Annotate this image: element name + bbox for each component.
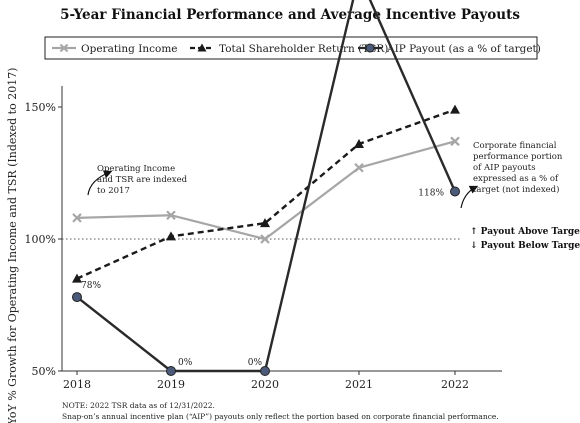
axes: 50% 100% 150% 2018 2019 2020 2021 2022 xyxy=(25,86,502,391)
x-tick-label: 2018 xyxy=(63,378,91,391)
aip-note-line-5: target (not indexed) xyxy=(473,184,559,195)
footnote-1: NOTE: 2022 TSR data as of 12/31/2022. xyxy=(62,401,215,410)
legend-item-1: Operating Income xyxy=(52,43,178,55)
indexed-arrow xyxy=(87,170,113,196)
aip-note-line-4: expressed as a % of xyxy=(473,174,559,184)
tsr-point xyxy=(166,231,176,241)
legend-box xyxy=(44,36,538,60)
operating-income-point xyxy=(72,213,82,223)
x-tick-label: 2020 xyxy=(251,378,279,391)
tsr-point xyxy=(72,273,82,283)
y-tick-label: 50% xyxy=(32,365,56,378)
aip-data-label: 78% xyxy=(81,281,101,291)
aip-point xyxy=(72,292,82,303)
legend-item-2: Total Shareholder Return (TSR) xyxy=(190,43,388,55)
aip-data-label: 0% xyxy=(248,358,263,368)
aip-note-line-2: performance portion xyxy=(473,152,563,162)
indexed-annotation: Operating Income and TSR are indexed to … xyxy=(87,164,188,196)
chart-title: 5-Year Financial Performance and Average… xyxy=(60,7,520,23)
payout-above-target: ↑ Payout Above Target xyxy=(470,227,580,237)
payout-below-target: ↓ Payout Below Target xyxy=(470,241,580,251)
operating-income-point xyxy=(166,210,176,221)
aip-data-label: 118% xyxy=(418,188,444,198)
operating-income-point xyxy=(450,136,460,147)
aip-note-line-3: of AIP payouts xyxy=(473,163,536,173)
operating-income-point xyxy=(354,162,364,173)
aip-annotation: Corporate financial performance portion … xyxy=(460,141,563,209)
series-layer xyxy=(72,0,460,376)
legend-label: Operating Income xyxy=(81,43,178,55)
y-tick-label: 150% xyxy=(25,101,56,114)
x-tick-label: 2019 xyxy=(157,378,185,391)
tsr-point xyxy=(260,218,270,228)
data-labels: 78%0%0%200%118% xyxy=(81,188,444,368)
tsr-point xyxy=(450,104,460,114)
aip-point xyxy=(260,366,270,376)
indexed-note-line-2: and TSR are indexed xyxy=(97,175,188,185)
series-line-2 xyxy=(76,108,456,280)
legend-label: AIP Payout (as a % of target) xyxy=(386,43,541,55)
legend-label: Total Shareholder Return (TSR) xyxy=(219,43,388,55)
aip-data-label: 0% xyxy=(178,358,193,368)
aip-arrow xyxy=(460,185,479,209)
aip-point xyxy=(450,186,460,197)
x-tick-label: 2022 xyxy=(441,378,469,391)
aip-note-line-1: Corporate financial xyxy=(473,141,557,151)
legend: Operating Income Total Shareholder Return… xyxy=(44,36,541,60)
indexed-note-line-3: to 2017 xyxy=(97,186,130,196)
y-axis-label: YoY % Growth for Operating Income and TS… xyxy=(6,68,19,423)
footnote-2: Snap-on’s annual incentive plan (“AIP”) … xyxy=(62,412,499,421)
y-tick-label: 100% xyxy=(25,233,56,246)
legend-item-3: AIP Payout (as a % of target) xyxy=(358,43,541,55)
legend-marker xyxy=(59,43,69,53)
aip-point xyxy=(166,366,176,376)
tsr-point xyxy=(354,138,364,148)
legend-marker xyxy=(197,43,207,52)
legend-marker xyxy=(365,43,375,53)
x-tick-label: 2021 xyxy=(345,378,373,391)
operating-income-point xyxy=(260,234,270,244)
indexed-note-line-1: Operating Income xyxy=(97,164,175,174)
